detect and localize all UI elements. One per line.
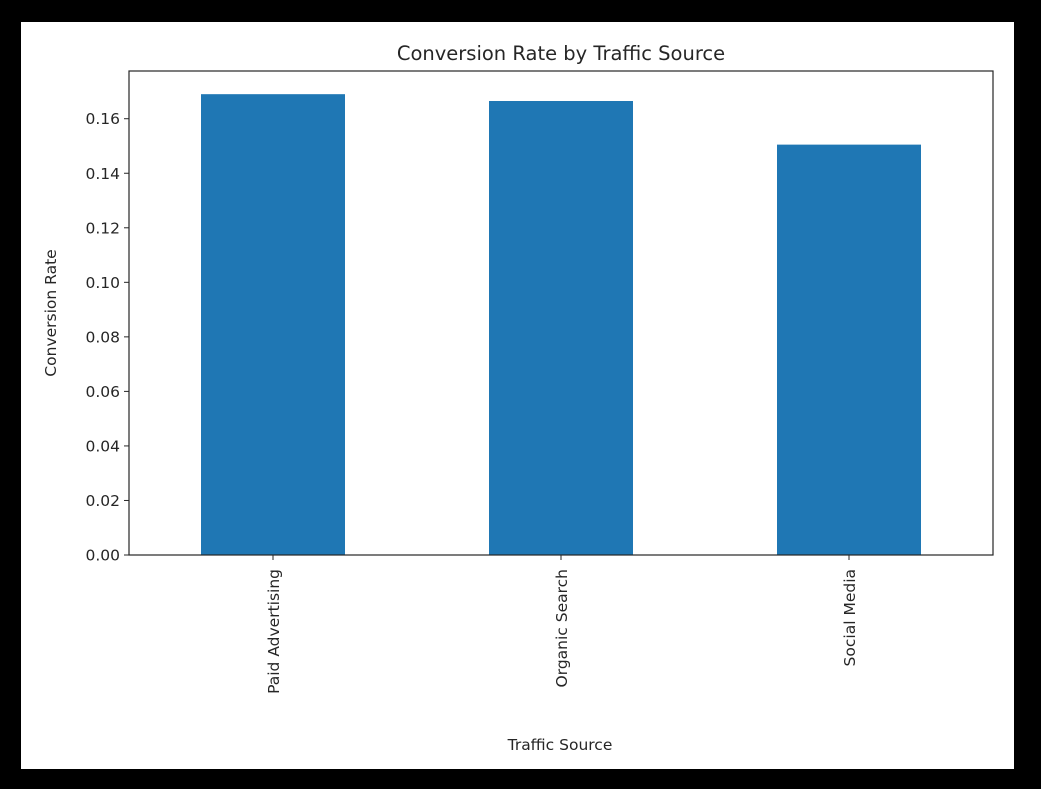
y-axis-label: Conversion Rate [42, 249, 60, 376]
x-tick-label: Social Media [841, 569, 859, 666]
axes-frame [128, 70, 994, 556]
y-tick-label: 0.12 [85, 219, 120, 237]
y-tick-label: 0.00 [85, 547, 120, 565]
y-tick-label: 0.04 [85, 437, 120, 455]
y-axis: 0.00 0.02 0.04 0.06 0.08 0.10 0.12 0.14 0.16 [85, 110, 129, 565]
bar-organic-search [489, 100, 633, 555]
y-tick-label: 0.16 [85, 110, 120, 128]
y-tick-label: 0.10 [85, 274, 120, 292]
y-tick-label: 0.14 [85, 165, 120, 183]
x-tick-label: Paid Advertising [265, 569, 283, 694]
figure-canvas: Conversion Rate by Traffic Source 0.00 0.… [21, 22, 1014, 769]
bar-paid-advertising [201, 94, 345, 556]
y-tick-label: 0.08 [85, 328, 120, 346]
bars-group [201, 94, 921, 556]
x-tick-label: Organic Search [553, 569, 571, 687]
y-tick-label: 0.06 [85, 383, 120, 401]
x-axis-label: Traffic Source [507, 736, 613, 754]
x-axis: Paid Advertising Organic Search Social Med… [265, 555, 859, 694]
bar-chart: Conversion Rate by Traffic Source 0.000.… [42, 42, 994, 754]
y-tick-label: 0.02 [85, 492, 120, 510]
chart-title: Conversion Rate by Traffic Source [397, 42, 725, 65]
bar-social-media [777, 144, 921, 555]
